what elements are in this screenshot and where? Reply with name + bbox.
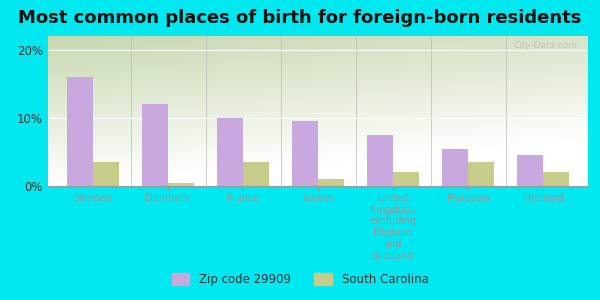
Bar — [543, 172, 569, 186]
Bar — [217, 118, 243, 186]
Bar — [517, 155, 543, 186]
Bar — [292, 121, 318, 186]
Bar — [168, 183, 194, 186]
Bar — [93, 162, 119, 186]
Bar — [393, 172, 419, 186]
Text: Most common places of birth for foreign-born residents: Most common places of birth for foreign-… — [19, 9, 581, 27]
Bar — [442, 148, 468, 186]
Bar — [243, 162, 269, 186]
Bar — [142, 104, 168, 186]
Legend: Zip code 29909, South Carolina: Zip code 29909, South Carolina — [167, 268, 433, 291]
Bar — [468, 162, 494, 186]
Text: City-Data.com: City-Data.com — [513, 40, 577, 50]
Bar — [318, 179, 344, 186]
Bar — [67, 77, 93, 186]
Bar — [367, 135, 393, 186]
